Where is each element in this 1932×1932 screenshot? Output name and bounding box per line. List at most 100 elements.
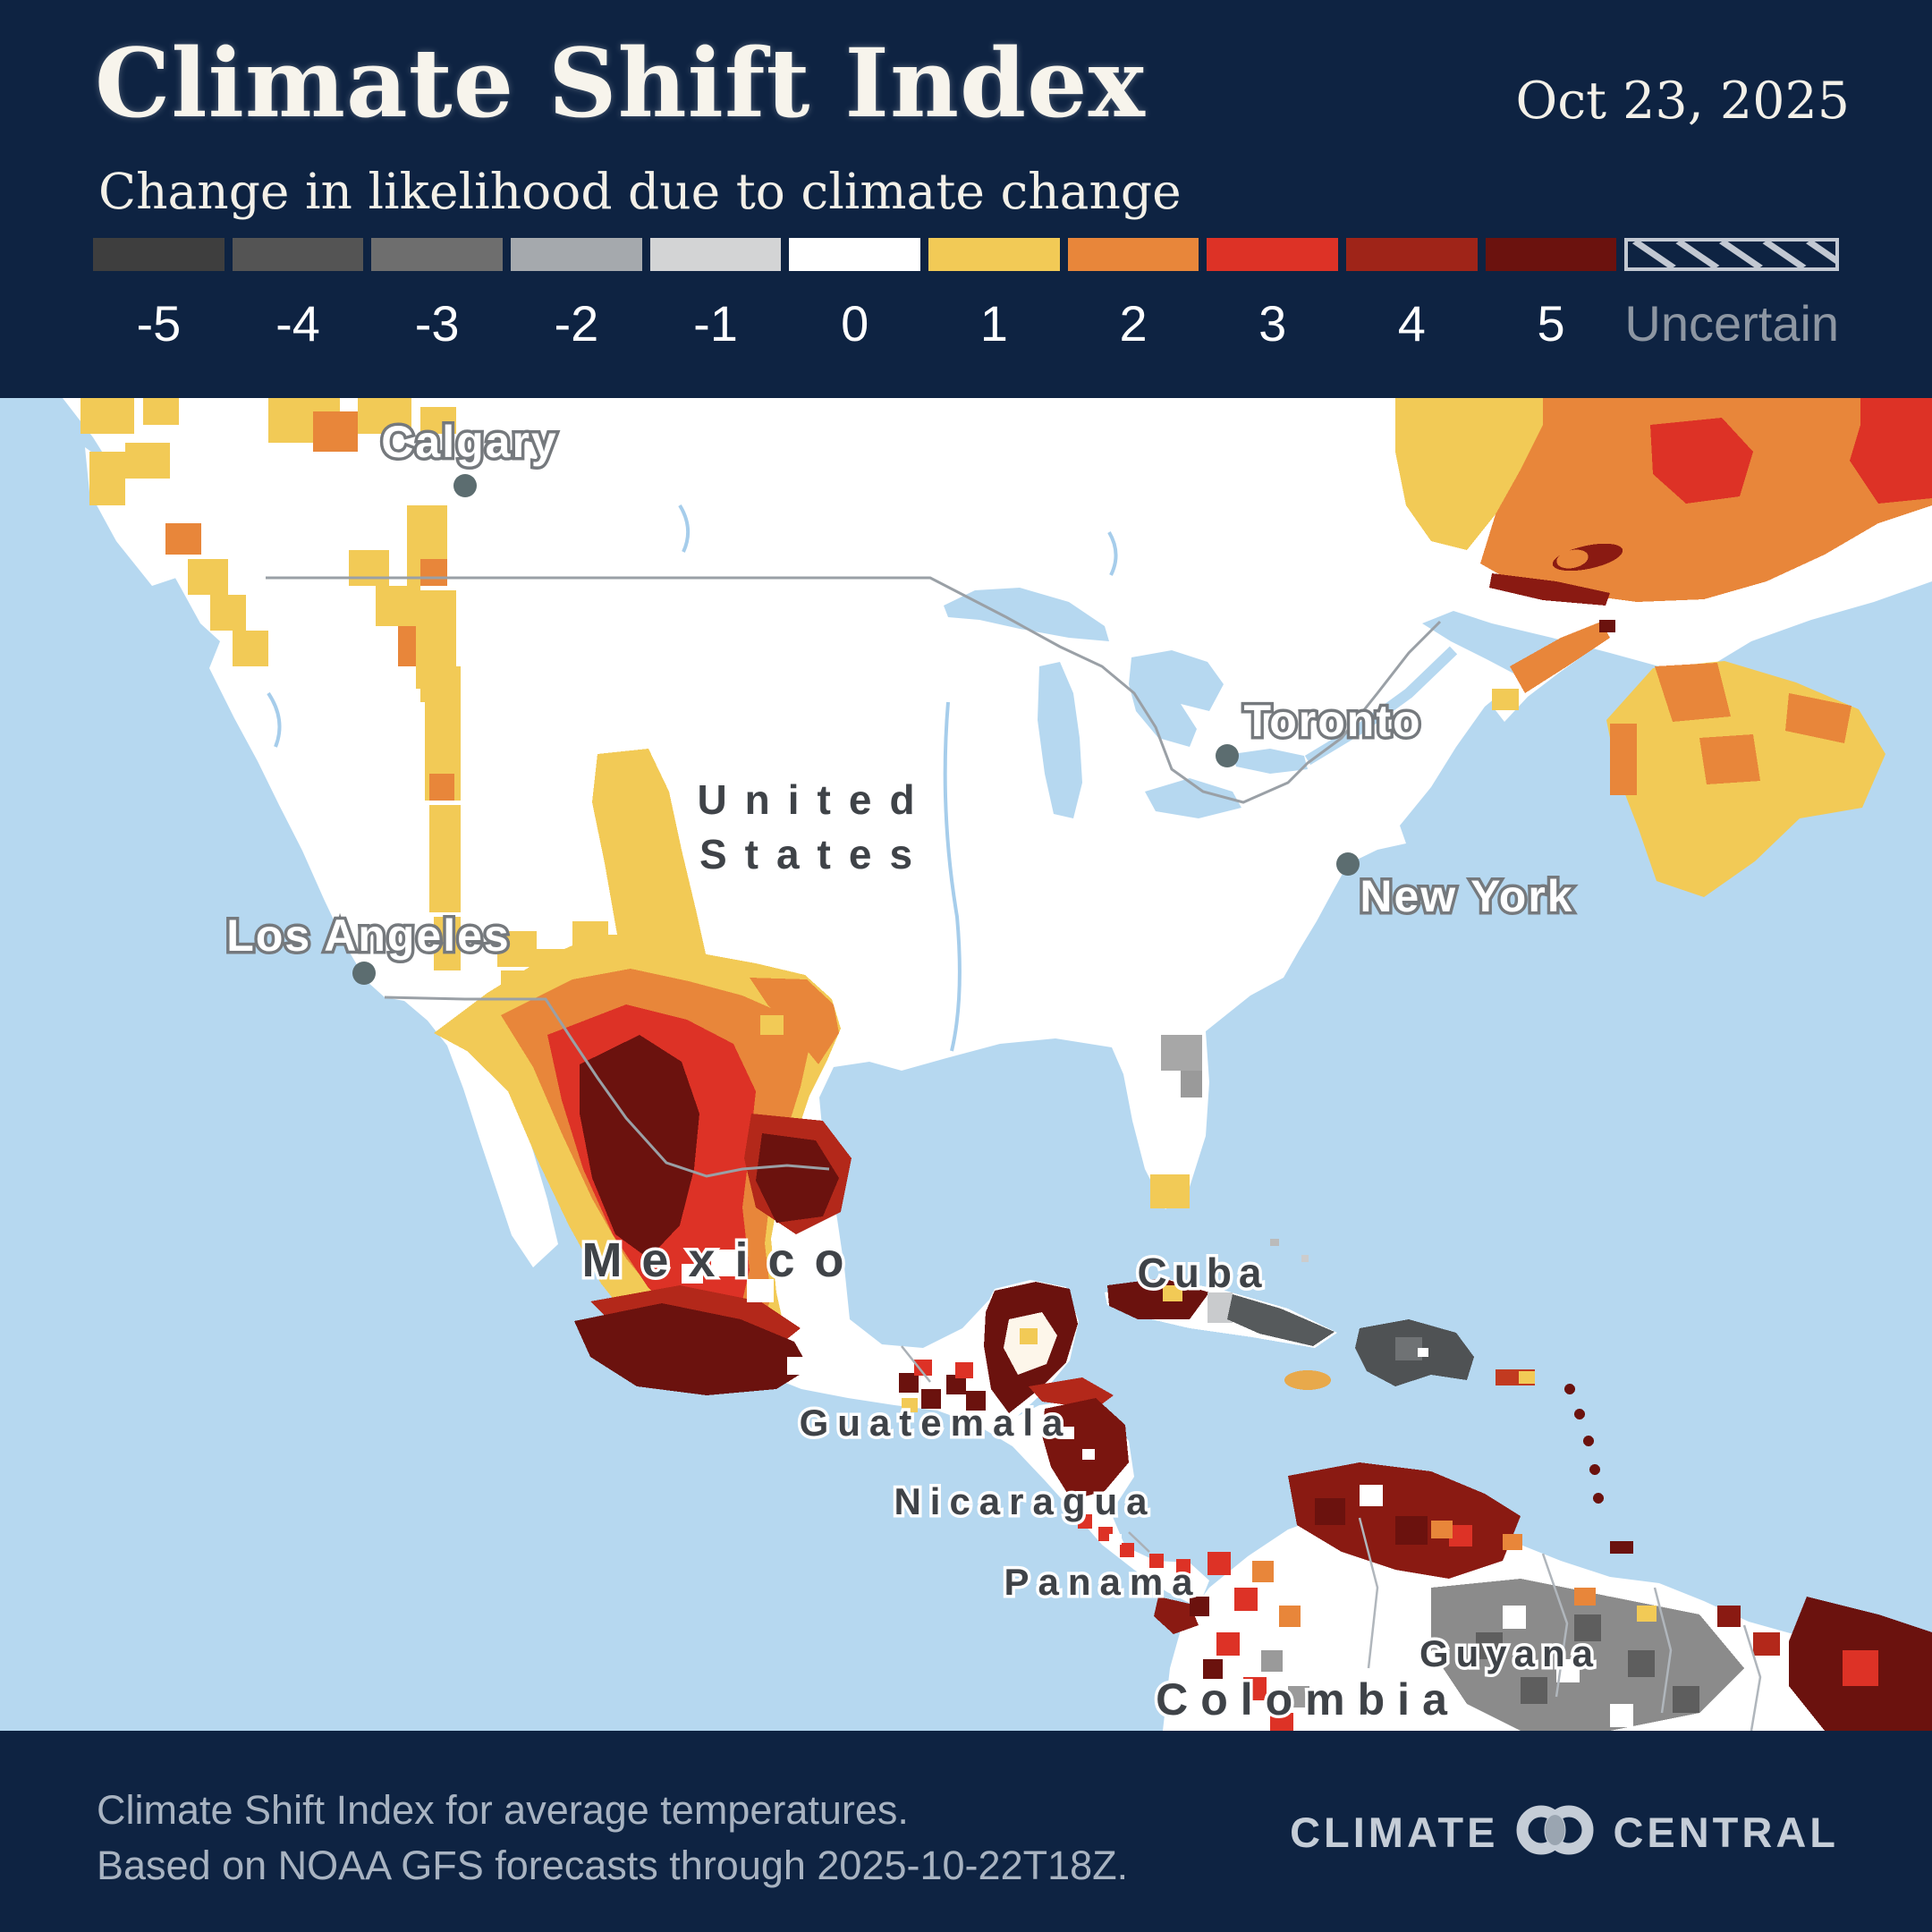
- legend-swatch: [511, 238, 642, 271]
- legend-label: Uncertain: [1624, 295, 1840, 352]
- legend-item-2: 2: [1067, 238, 1199, 352]
- overlay-south-america: [1190, 1462, 1932, 1731]
- caption-line-1: Climate Shift Index for average temperat…: [97, 1787, 909, 1833]
- mexico-label: Mexico: [581, 1233, 863, 1287]
- legend-item-neg5: -5: [93, 238, 225, 352]
- united-states-label-line1: United: [697, 776, 932, 823]
- north-america-land: [63, 398, 1932, 1607]
- guyana-label: Guyana: [1419, 1632, 1600, 1674]
- new-york-dot: [1336, 852, 1360, 876]
- logo-word-central: CENTRAL: [1613, 1809, 1839, 1856]
- legend-label: 0: [841, 295, 869, 352]
- overlay-central-america: [899, 1282, 1199, 1634]
- map-canvas: Calgary Toronto New York Los Angeles Uni…: [0, 398, 1932, 1731]
- legend-item-5: 5: [1485, 238, 1617, 352]
- calgary-dot: [453, 474, 477, 497]
- legend-label: -3: [414, 295, 460, 352]
- legend-row: -5 -4 -3 -2 -1: [93, 238, 1843, 352]
- source-caption: Climate Shift Index for average temperat…: [97, 1783, 1128, 1894]
- country-borders: [266, 576, 1762, 1731]
- legend-item-4: 4: [1346, 238, 1478, 352]
- guyana-suriname-border: [1653, 1587, 1673, 1714]
- logo-word-climate: CLIMATE: [1290, 1809, 1499, 1856]
- los-angeles-label: Los Angeles: [226, 911, 510, 961]
- city-markers: [352, 474, 1360, 985]
- colombia-venezuela-border: [1358, 1517, 1379, 1669]
- legend-swatch: [649, 238, 782, 271]
- climate-central-rings-icon: [1513, 1801, 1598, 1864]
- country-labels: United States Mexico Cuba Guatemala Nica…: [579, 774, 1600, 1728]
- csi-legend: -5 -4 -3 -2 -1: [93, 238, 1843, 352]
- legend-label: -2: [554, 295, 599, 352]
- climate-central-logo: CLIMATE CENTRAL: [1290, 1801, 1839, 1864]
- overlay-maritimes: [1492, 543, 1852, 795]
- legend-swatch: [371, 238, 504, 271]
- legend-swatch: [232, 238, 364, 271]
- guatemala-label: Guatemala: [800, 1402, 1072, 1444]
- new-york-label: New York: [1360, 871, 1573, 921]
- lake-erie: [1145, 778, 1241, 818]
- legend-item-neg3: -3: [371, 238, 504, 352]
- caption-line-2: Based on NOAA GFS forecasts through 2025…: [97, 1843, 1129, 1888]
- legend-swatch: [93, 238, 225, 271]
- legend-swatch: [789, 238, 921, 271]
- small-river-2: [1107, 530, 1118, 576]
- legend-item-neg2: -2: [511, 238, 642, 352]
- overlay-mexico: [434, 935, 852, 1395]
- lake-michigan: [1038, 662, 1082, 818]
- legend-label: 4: [1397, 295, 1426, 352]
- overlay-west-canada: [80, 398, 608, 970]
- panama-border: [1128, 1531, 1150, 1553]
- header: Climate Shift Index Change in likelihood…: [0, 0, 1932, 398]
- colombia-label: Colombia: [1156, 1674, 1460, 1724]
- city-labels: Calgary Toronto New York Los Angeles: [224, 414, 1575, 964]
- mississippi-river: [943, 701, 962, 1052]
- guatemala-border: [901, 1345, 931, 1383]
- columbia-river: [267, 691, 282, 748]
- legend-label: 5: [1537, 295, 1565, 352]
- legend-swatch: [1067, 238, 1199, 271]
- legend-label: -1: [693, 295, 738, 352]
- legend-item-neg4: -4: [232, 238, 364, 352]
- panama-label: Panama: [1004, 1561, 1201, 1603]
- page-subtitle: Change in likelihood due to climate chan…: [98, 163, 1182, 220]
- legend-swatch: [1346, 238, 1478, 271]
- date-label: Oct 23, 2025: [1515, 72, 1850, 131]
- legend-label: -4: [275, 295, 320, 352]
- lake-superior: [944, 588, 1109, 641]
- us-mexico-border: [384, 996, 830, 1178]
- us-canada-border: [266, 576, 1442, 804]
- legend-label: 3: [1258, 295, 1287, 352]
- csi-overlays: [80, 398, 1932, 1731]
- nicaragua-label: Nicaragua: [894, 1480, 1156, 1522]
- venezuela-guyana-border: [1541, 1553, 1569, 1698]
- toronto-dot: [1216, 744, 1239, 767]
- lake-ontario: [1233, 749, 1308, 774]
- uncertain-hatch-swatch: [1624, 238, 1843, 271]
- cuba-label: Cuba: [1138, 1250, 1269, 1296]
- legend-swatch: [928, 238, 1060, 271]
- small-river-1: [678, 504, 691, 553]
- overlay-caribbean: [1105, 1239, 1633, 1554]
- suriname-frguiana-border: [1742, 1624, 1762, 1731]
- los-angeles-dot: [352, 962, 376, 985]
- toronto-label: Toronto: [1243, 696, 1421, 746]
- footer: Climate Shift Index for average temperat…: [0, 1731, 1932, 1932]
- united-states-label-line2: States: [699, 831, 930, 877]
- legend-item-uncertain: Uncertain: [1624, 238, 1843, 352]
- legend-swatch: [1485, 238, 1617, 271]
- jamaica-island: [1284, 1370, 1331, 1390]
- calgary-label: Calgary: [381, 417, 557, 467]
- legend-item-1: 1: [928, 238, 1060, 352]
- legend-label: 2: [1119, 295, 1148, 352]
- csi-map: Calgary Toronto New York Los Angeles Uni…: [0, 398, 1932, 1731]
- legend-item-neg1: -1: [649, 238, 782, 352]
- legend-label: -5: [136, 295, 182, 352]
- legend-label: 1: [979, 295, 1008, 352]
- page-title: Climate Shift Index: [95, 27, 1146, 139]
- legend-swatch: [1207, 238, 1339, 271]
- legend-item-0: 0: [789, 238, 921, 352]
- overlay-florida: [1150, 1035, 1202, 1208]
- legend-item-3: 3: [1207, 238, 1339, 352]
